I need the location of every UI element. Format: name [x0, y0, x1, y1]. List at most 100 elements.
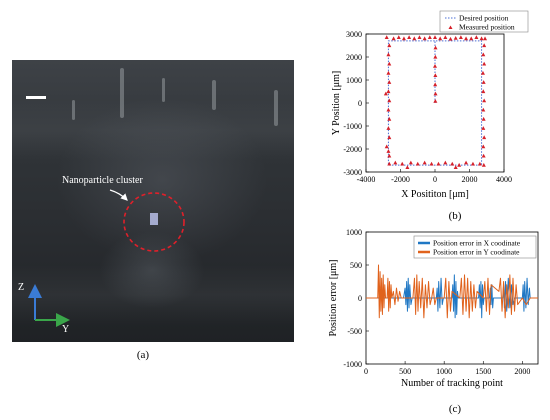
x-tick-label: 500	[399, 367, 411, 376]
x-tick-label: 2000	[514, 367, 530, 376]
chart-b-marks	[383, 35, 488, 169]
measured-point	[470, 161, 475, 166]
measured-point	[429, 161, 434, 166]
y-error-line	[366, 264, 538, 319]
legend-desired-label: Desired position	[459, 14, 509, 23]
measured-point	[458, 35, 463, 40]
measured-point	[433, 82, 438, 87]
measured-point	[479, 36, 484, 41]
measured-point	[481, 153, 486, 158]
measured-point	[422, 160, 427, 165]
chart-c-legend: Position error in X coodinate Position e…	[413, 235, 537, 259]
chart-c-xlabel: Number of tracking point	[401, 378, 503, 389]
chart-b-legend: Desired position Measured position	[439, 10, 529, 33]
measured-point	[453, 35, 458, 40]
image-streak	[120, 68, 124, 118]
measured-point	[482, 61, 487, 66]
measured-point	[464, 160, 469, 165]
measured-point	[433, 64, 437, 68]
caption-c: (c)	[448, 403, 462, 415]
measured-point	[400, 161, 405, 166]
legend-box	[439, 10, 529, 33]
chart-c-ticks: 0 500 1000 1500 2000 -1000 -500 0 500 1000	[343, 228, 530, 376]
legend-x-error-label: Position error in X coodinate	[433, 239, 521, 248]
y-tick-label: -500	[347, 327, 362, 336]
measured-point	[387, 61, 392, 66]
position-error-chart: 0 500 1000 1500 2000 -1000 -500 0 500 1000 Number…	[328, 228, 539, 389]
measured-point	[474, 35, 479, 40]
y-tick-label: 1000	[346, 76, 362, 85]
nanoparticle-cluster-label: Nanoparticle cluster	[62, 175, 143, 186]
position-scatter-chart: -4000 -2000 0 2000 4000 -3000 -2000 -1000 0 1000 2…	[331, 10, 529, 200]
measured-point	[481, 126, 486, 130]
measured-point	[386, 107, 391, 112]
measured-point	[386, 52, 391, 57]
y-tick-label: 500	[350, 261, 362, 270]
x-tick-label: 0	[433, 175, 437, 184]
z-axis-label: Z	[18, 282, 24, 293]
measured-point	[391, 36, 396, 41]
measured-point	[433, 73, 438, 77]
image-band	[12, 100, 294, 160]
measured-point	[433, 45, 438, 50]
measured-point	[433, 35, 437, 40]
measured-point	[443, 160, 448, 165]
nanoparticle-cluster	[150, 213, 158, 225]
measured-point	[384, 35, 389, 40]
measured-point	[387, 153, 392, 158]
cluster-circle	[123, 192, 185, 252]
measured-point	[386, 126, 391, 130]
y-tick-label: 3000	[346, 30, 362, 39]
chart-c-ylabel: Position error [μm]	[328, 259, 339, 336]
y-tick-label: 2000	[346, 53, 362, 62]
measured-point	[433, 98, 438, 103]
measured-point	[433, 54, 438, 59]
caption-b: (b)	[448, 210, 462, 222]
measured-point	[387, 43, 392, 48]
y-axis-label: Y	[62, 324, 69, 335]
chart-b-ylabel: Y Position [μm]	[331, 71, 342, 135]
measured-point	[422, 36, 427, 41]
measured-point	[450, 161, 455, 166]
measured-point	[481, 80, 486, 84]
x-tick-label: 2000	[462, 175, 478, 184]
chart-b-ticks: -4000 -2000 0 2000 4000 -3000 -2000 -1000 0 1000 2…	[343, 30, 512, 184]
legend-measured-label: Measured position	[459, 23, 515, 32]
measured-point	[412, 36, 417, 41]
measured-point	[415, 161, 420, 166]
measured-point	[438, 36, 443, 41]
chart-b-xlabel: X Posititon [μm]	[401, 189, 469, 200]
annotation-arrow	[109, 189, 128, 201]
measured-point	[387, 80, 392, 84]
y-tick-label: -3000	[343, 168, 362, 177]
measured-point	[483, 36, 488, 41]
y-tick-label: -2000	[343, 145, 362, 154]
measured-point	[481, 107, 486, 112]
measured-point	[417, 35, 422, 40]
measured-point	[433, 91, 438, 96]
measured-point	[387, 161, 392, 166]
measured-point	[448, 36, 453, 41]
micrograph-overlay: Z Y	[18, 189, 185, 335]
y-tick-label: 1000	[346, 228, 362, 237]
image-streak	[274, 90, 278, 126]
measured-point	[443, 35, 448, 40]
micrograph-panel	[12, 60, 294, 342]
legend-y-error-label: Position error in Y coodinate	[433, 248, 520, 257]
measured-point	[481, 162, 486, 167]
y-tick-label: -1000	[343, 122, 362, 131]
measured-point	[387, 116, 392, 121]
y-tick-label: 0	[358, 294, 362, 303]
legend-box	[413, 235, 537, 259]
image-streak	[162, 78, 165, 102]
measured-point	[481, 89, 486, 94]
measured-point	[386, 89, 391, 94]
measured-point	[480, 70, 485, 75]
measured-point	[405, 165, 410, 169]
measured-point	[396, 35, 401, 40]
x-tick-label: 4000	[496, 175, 512, 184]
measured-point	[393, 160, 398, 165]
measured-point	[453, 165, 458, 169]
caption-a: (a)	[136, 349, 150, 361]
